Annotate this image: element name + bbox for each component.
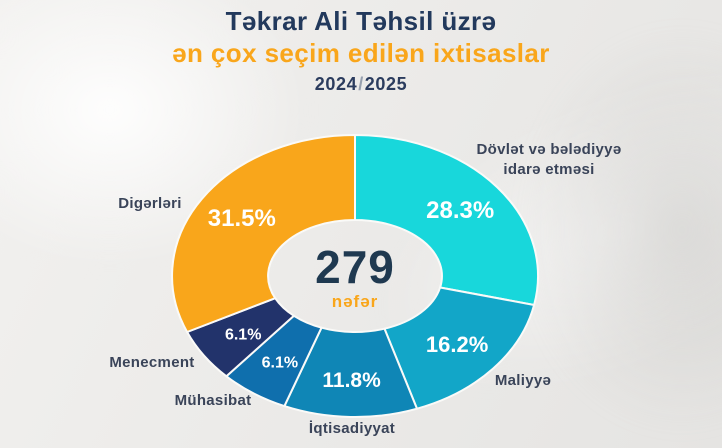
slice-percent-label: 6.1% [225,326,261,343]
header: Təkrar Ali Təhsil üzrə ən çox seçim edil… [0,6,722,95]
page-title: Təkrar Ali Təhsil üzrə [225,6,497,36]
slice-category-label: Menecment [109,354,194,371]
chart-center-label: 279 nəfər [265,231,445,323]
total-value: 279 [315,240,395,293]
page-subtitle: ən çox seçim edilən ixtisaslar [172,38,550,68]
slice-category-label: İqtisadiyyat [309,420,395,437]
total-unit: nəfər [331,291,379,311]
slice-percent-label: 11.8% [322,369,381,392]
season-label: 2024/2025 [0,73,722,95]
slice-percent-label: 28.3% [426,197,494,224]
season-year-from: 2024 [314,74,358,94]
slice-category-label: Digərləri [118,195,182,212]
slice-category-label: idarə etməsi [503,161,594,178]
slice-category-label: Maliyyə [495,372,551,389]
slice-category-label: Mühasibat [175,392,252,409]
slice-percent-label: 31.5% [208,205,276,232]
season-separator: / [358,74,364,94]
season-year-to: 2025 [364,74,408,94]
slice-percent-label: 16.2% [426,332,488,357]
slice-percent-label: 6.1% [262,354,298,371]
slice-category-label: Dövlət və bələdiyyə [477,141,622,158]
